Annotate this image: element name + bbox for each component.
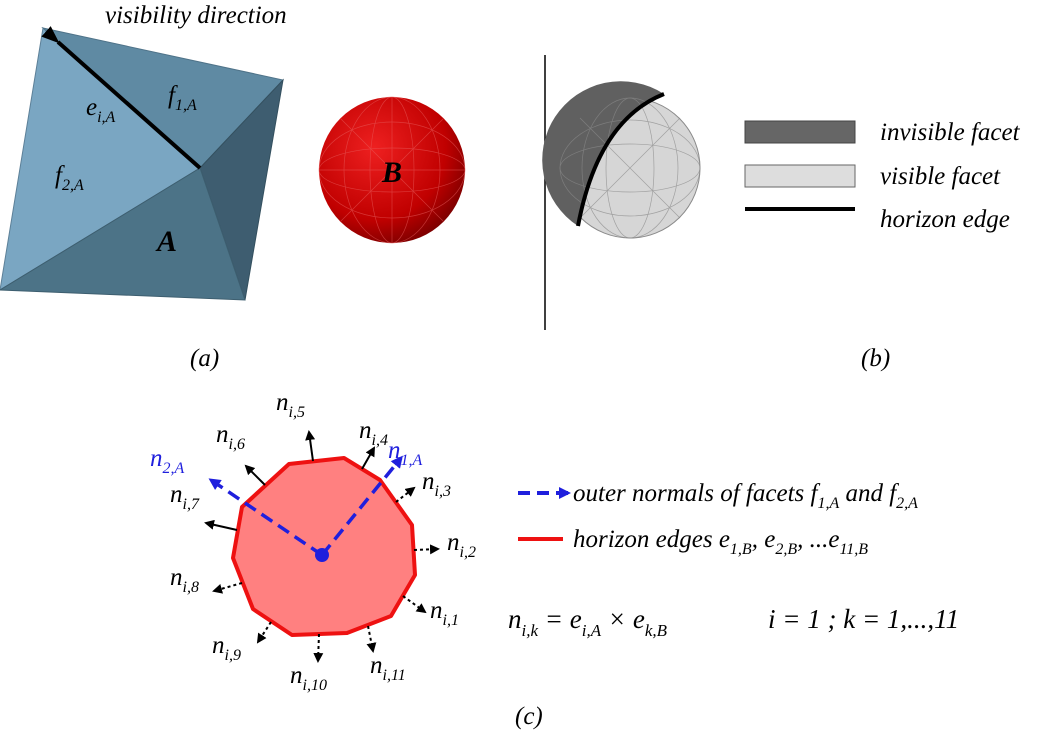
label-n-i9: ni,9	[212, 632, 241, 664]
label-n-i7: ni,7	[170, 481, 200, 513]
horizon-edge-curve	[576, 92, 665, 227]
label-n-2a: n2,A	[150, 445, 185, 477]
label-n-i2: ni,2	[447, 529, 476, 561]
normal-i3-arrow	[395, 486, 416, 503]
caption-a: (a)	[190, 345, 219, 372]
swatch-invisible	[744, 120, 856, 144]
label-n-i1: ni,1	[430, 597, 459, 629]
normal-i4-arrow	[361, 446, 375, 470]
caption-b: (b)	[861, 345, 890, 372]
polyhedron-a	[0, 26, 284, 301]
normal-i6-arrow	[244, 464, 266, 486]
legend-outer-normals: outer normals of facets f1,A and f2,A	[573, 480, 918, 512]
label-n-i4: ni,4	[359, 417, 388, 449]
label-n-i10: ni,10	[290, 662, 327, 694]
index-range: i = 1 ; k = 1,...,11	[768, 604, 959, 634]
normal-1a-arrow	[320, 455, 403, 557]
legend-b: invisible facet visible facet horizon ed…	[744, 119, 1021, 233]
sphere-b-mesh	[318, 96, 466, 244]
label-n-i5: ni,5	[276, 389, 305, 421]
visibility-arrow	[41, 26, 202, 170]
legend-horizon-edges: horizon edges e1,B, e2,B, ...e11,B	[573, 526, 868, 558]
facet-bottom	[0, 167, 246, 301]
panel-c: ni,1 ni,2 ni,3 ni,4 ni,5 ni,6 ni,7 ni,8 …	[150, 389, 959, 730]
body-a-label: A	[155, 225, 177, 258]
horizon-sphere	[542, 81, 701, 239]
normal-i8-arrow	[212, 582, 243, 594]
invisible-region	[542, 81, 664, 226]
legend-visible-facet: visible facet	[880, 163, 1001, 190]
sphere-b	[318, 96, 466, 244]
caption-c: (c)	[515, 703, 543, 730]
normal-i7-arrow	[204, 519, 238, 531]
legend-horizon-edge: horizon edge	[880, 206, 1010, 233]
edge-normals	[204, 430, 440, 663]
normal-i10-arrow	[313, 633, 324, 663]
edge-e-ia-label: ei,A	[86, 94, 116, 126]
normal-i11-arrow	[366, 625, 377, 653]
center-point	[315, 548, 329, 562]
visibility-direction-label: visibility direction	[105, 2, 287, 29]
cross-product-formula: ni,k = ei,A × ek,B	[508, 604, 668, 640]
label-n-i11: ni,11	[370, 652, 406, 684]
normal-2a-arrow	[208, 478, 323, 557]
label-n-i3: ni,3	[422, 468, 451, 500]
horizon-polygon	[231, 456, 417, 637]
normal-i9-arrow	[256, 621, 272, 644]
normal-i5-arrow	[305, 430, 316, 462]
label-n-1a: n1,A	[388, 437, 423, 469]
sphere-mesh	[559, 97, 701, 239]
facet-f1a-label: f1,A	[168, 82, 197, 114]
label-n-i8: ni,8	[170, 564, 199, 596]
panel-b: invisible facet visible facet horizon ed…	[542, 81, 1021, 372]
swatch-visible	[744, 164, 856, 188]
normal-i1-arrow	[402, 595, 427, 614]
body-b-label: B	[381, 156, 402, 189]
legend-invisible-facet: invisible facet	[880, 119, 1021, 146]
normal-i2-arrow	[413, 544, 440, 555]
facet-f2a-label: f2,A	[55, 162, 84, 194]
label-n-i6: ni,6	[216, 421, 245, 453]
panel-a: visibility direction ei,A f1,A f2,A A B …	[0, 2, 466, 372]
